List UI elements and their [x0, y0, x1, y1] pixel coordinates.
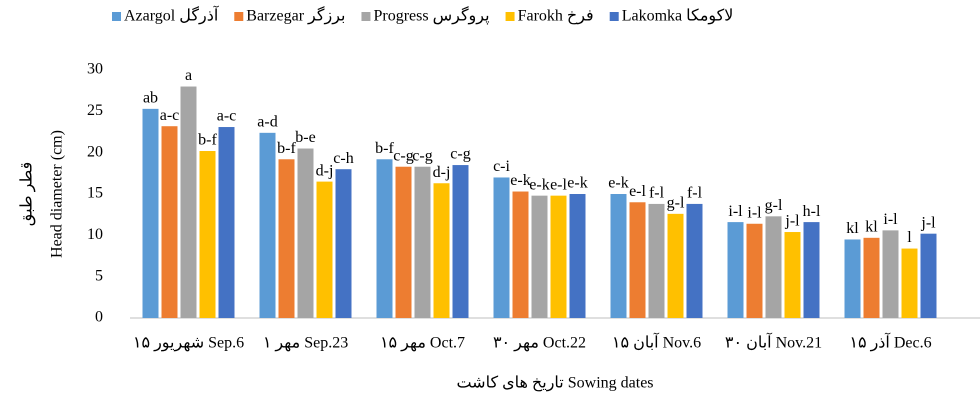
bar-letter: kl [846, 220, 859, 237]
y-tick-label: 0 [95, 309, 103, 326]
bar [376, 159, 393, 318]
legend-label: Azargol آذرگل [124, 5, 220, 25]
bar-letter: e-k [608, 175, 628, 192]
bar-letter: ab [143, 90, 158, 107]
legend-label: Lakomka لاکومکا [622, 8, 734, 25]
bar-letter: g-l [765, 197, 783, 214]
bar-letter: a [185, 67, 192, 84]
bar-letter: e-l [550, 176, 567, 193]
legend-swatch [234, 12, 244, 21]
bar [746, 223, 763, 318]
bar-letter: f-l [649, 185, 665, 202]
legend-swatch [609, 12, 619, 21]
bar [218, 127, 235, 318]
bar-letter: i-l [883, 211, 898, 228]
bar-letter: a-c [217, 108, 237, 125]
bar [531, 195, 548, 318]
y-tick-label: 20 [87, 143, 103, 160]
bar [803, 222, 820, 318]
bar-letter: e-k [529, 176, 549, 193]
x-tick-label: ۱ مهر Sep.23 [263, 335, 348, 352]
y-tick-label: 30 [87, 61, 103, 78]
bar [493, 177, 510, 318]
y-tick-label: 5 [95, 267, 103, 284]
y-tick-label: 15 [87, 185, 103, 202]
bar-letter: e-k [567, 175, 587, 192]
bar-letter: b-e [295, 129, 315, 146]
bar-letter: f-l [687, 185, 703, 202]
bar-letter: a-c [160, 107, 180, 124]
bar [297, 148, 314, 318]
bar [863, 237, 880, 318]
bar [629, 202, 646, 318]
bar [765, 216, 782, 318]
y-tick-label: 25 [87, 102, 103, 119]
bar [395, 166, 412, 318]
bar-letter: j-l [784, 213, 800, 230]
bar-letter: d-j [433, 164, 451, 181]
y-tick-label: 10 [87, 226, 103, 243]
bar-letter: i-l [728, 203, 743, 220]
legend-label: Barzegar برزگر [246, 6, 345, 25]
legend-swatch [361, 12, 371, 21]
bar [648, 203, 665, 318]
bar [278, 159, 295, 318]
bar [550, 195, 567, 318]
bar-letter: d-j [316, 162, 334, 179]
bar [882, 230, 899, 318]
bar-letter: c-g [450, 146, 470, 163]
bar-letter: kl [865, 218, 878, 235]
bar [259, 132, 276, 318]
bar [901, 248, 918, 318]
bar [433, 183, 450, 318]
bar [667, 213, 684, 318]
x-tick-label: ۱۵ آبان Nov.6 [612, 332, 701, 352]
x-tick-label: ۱۵ مهر Oct.7 [380, 335, 465, 352]
legend-label: Progress پروگرس [373, 6, 489, 25]
bar [610, 194, 627, 318]
bar-letter: l [907, 229, 912, 246]
bar [452, 165, 469, 318]
bar [844, 239, 861, 318]
y-axis-label: Head diameter (cm) [49, 130, 66, 258]
x-tick-label: ۳۰ آبان Nov.21 [725, 332, 822, 352]
bar-letter: c-i [493, 158, 510, 175]
bar [686, 203, 703, 318]
x-tick-label: ۳۰ مهر Oct.22 [493, 335, 586, 352]
bar-letter: j-l [920, 214, 936, 231]
bar [512, 191, 529, 318]
x-tick-label: ۱۵ شهریور Sep.6 [133, 335, 244, 352]
bar-letter: b-f [277, 140, 296, 157]
bar-letter: c-g [412, 147, 432, 164]
bar-letter: c-g [393, 147, 413, 164]
legend-label: Farokh فرخ [518, 8, 594, 25]
bar [569, 194, 586, 318]
bar-letter: h-l [803, 203, 821, 220]
bar-letter: e-k [510, 172, 530, 189]
bar [784, 232, 801, 318]
legend-swatch [505, 12, 515, 21]
legend-swatch [112, 12, 121, 21]
bar-letter: c-h [333, 150, 353, 167]
bar [414, 166, 431, 318]
bar [727, 222, 744, 318]
y-axis-label-fa: قطر طبق [19, 162, 36, 227]
bar-letter: a-d [257, 113, 277, 130]
bar-letter: e-l [629, 183, 646, 200]
bar [199, 151, 216, 318]
bar-letter: b-f [198, 132, 217, 149]
bar-letter: b-f [375, 140, 394, 157]
bar [180, 86, 197, 319]
x-axis-label: تاریخ های کاشت Sowing dates [456, 375, 653, 392]
bar [142, 108, 159, 318]
x-tick-label: ۱۵ آذر Dec.6 [849, 332, 931, 352]
bar-letter: i-l [747, 204, 762, 221]
bar-letter: g-l [667, 195, 685, 212]
bar [161, 126, 178, 318]
bar [920, 233, 937, 318]
bar [335, 169, 352, 318]
bar [316, 181, 333, 318]
